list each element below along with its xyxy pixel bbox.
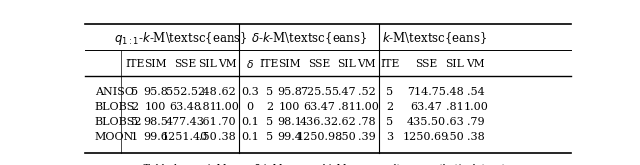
Text: .52: .52 [358, 87, 376, 97]
Text: SIL: SIL [198, 59, 218, 69]
Text: .70: .70 [218, 117, 236, 127]
Text: 0.1: 0.1 [241, 132, 259, 142]
Text: .38: .38 [467, 132, 484, 142]
Text: 5: 5 [131, 117, 138, 127]
Text: .81: .81 [199, 102, 217, 112]
Text: SIL: SIL [337, 59, 356, 69]
Text: 63.47: 63.47 [303, 102, 335, 112]
Text: VM: VM [357, 59, 376, 69]
Text: .81: .81 [445, 102, 463, 112]
Text: .48: .48 [445, 87, 463, 97]
Text: 0: 0 [246, 102, 253, 112]
Text: .79: .79 [467, 117, 484, 127]
Text: 63.48: 63.48 [169, 102, 201, 112]
Text: 477.43: 477.43 [166, 117, 205, 127]
Text: 95.8: 95.8 [277, 87, 301, 97]
Text: 436.32: 436.32 [300, 117, 339, 127]
Text: ITE: ITE [125, 59, 144, 69]
Text: 5: 5 [266, 87, 273, 97]
Text: $k$-M\textsc{eans}: $k$-M\textsc{eans} [382, 30, 487, 46]
Text: 3: 3 [387, 132, 394, 142]
Text: .61: .61 [199, 117, 217, 127]
Text: 100: 100 [145, 102, 166, 112]
Text: 99.4: 99.4 [277, 132, 301, 142]
Text: 63.47: 63.47 [410, 102, 442, 112]
Text: 2: 2 [266, 102, 273, 112]
Text: 5: 5 [266, 132, 273, 142]
Text: SIM: SIM [278, 59, 301, 69]
Text: .48: .48 [199, 87, 217, 97]
Text: .47: .47 [338, 87, 356, 97]
Text: SIL: SIL [445, 59, 464, 69]
Text: 5: 5 [387, 117, 394, 127]
Text: MOON: MOON [95, 132, 134, 142]
Text: 714.75: 714.75 [407, 87, 445, 97]
Text: SIM: SIM [144, 59, 166, 69]
Text: 1250.69: 1250.69 [403, 132, 449, 142]
Text: .78: .78 [358, 117, 376, 127]
Text: ANISO: ANISO [95, 87, 134, 97]
Text: $\delta$-$k$-M\textsc{eans}: $\delta$-$k$-M\textsc{eans} [251, 30, 367, 46]
Text: SSE: SSE [308, 59, 331, 69]
Text: .39: .39 [358, 132, 376, 142]
Text: ITE: ITE [380, 59, 400, 69]
Text: .50: .50 [338, 132, 356, 142]
Text: 725.55: 725.55 [300, 87, 339, 97]
Text: VM: VM [218, 59, 237, 69]
Text: VM: VM [467, 59, 485, 69]
Text: .38: .38 [218, 132, 236, 142]
Text: 98.1: 98.1 [277, 117, 301, 127]
Text: .63: .63 [445, 117, 463, 127]
Text: .62: .62 [338, 117, 356, 127]
Text: 435.50: 435.50 [406, 117, 446, 127]
Text: ITE: ITE [260, 59, 279, 69]
Text: .50: .50 [199, 132, 217, 142]
Text: 1: 1 [131, 132, 138, 142]
Text: 1.00: 1.00 [463, 102, 488, 112]
Text: 2: 2 [131, 102, 138, 112]
Text: BLOBS: BLOBS [95, 102, 135, 112]
Text: .62: .62 [218, 87, 236, 97]
Text: BLOBS2: BLOBS2 [95, 117, 142, 127]
Text: 2: 2 [387, 102, 394, 112]
Text: 95.8: 95.8 [143, 87, 168, 97]
Text: 0.1: 0.1 [241, 117, 259, 127]
Text: SSE: SSE [174, 59, 196, 69]
Text: .81: .81 [338, 102, 356, 112]
Text: 100: 100 [278, 102, 300, 112]
Text: 1250.98: 1250.98 [296, 132, 342, 142]
Text: 1.00: 1.00 [355, 102, 379, 112]
Text: 98.5: 98.5 [143, 117, 168, 127]
Text: $\delta$: $\delta$ [246, 58, 253, 70]
Text: 5: 5 [387, 87, 394, 97]
Text: SSE: SSE [415, 59, 437, 69]
Text: 552.52: 552.52 [166, 87, 205, 97]
Text: 5: 5 [131, 87, 138, 97]
Text: 99.6: 99.6 [143, 132, 168, 142]
Text: 1.00: 1.00 [215, 102, 240, 112]
Text: $q_{1:1}$-$k$-M\textsc{eans}: $q_{1:1}$-$k$-M\textsc{eans} [115, 30, 248, 47]
Text: Table 1: $q_{1:1}$-$k$-Means, $\delta$-$k$-Means and $k$-Means results on synthe: Table 1: $q_{1:1}$-$k$-Means, $\delta$-$… [142, 162, 514, 165]
Text: 0.3: 0.3 [241, 87, 259, 97]
Text: 5: 5 [266, 117, 273, 127]
Text: 1251.40: 1251.40 [162, 132, 208, 142]
Text: .54: .54 [467, 87, 484, 97]
Text: .50: .50 [445, 132, 463, 142]
